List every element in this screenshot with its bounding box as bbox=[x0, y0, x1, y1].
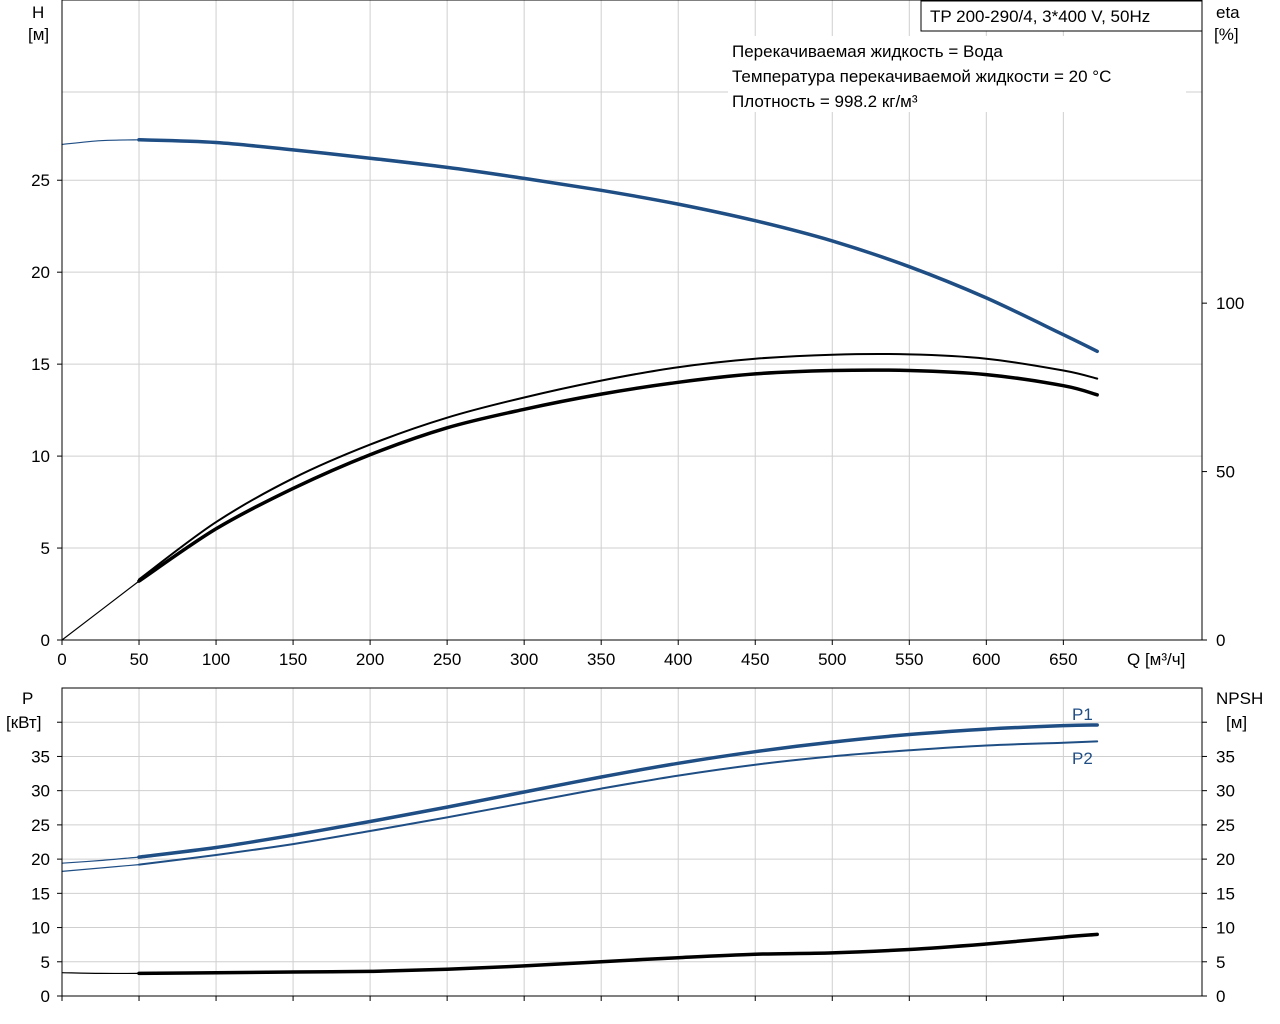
bottom-right-tick-label: 35 bbox=[1216, 747, 1235, 766]
info-liquid: Перекачиваемая жидкость = Вода bbox=[732, 42, 1003, 61]
model-box-text: TP 200-290/4, 3*400 V, 50Hz bbox=[930, 7, 1150, 26]
info-background bbox=[728, 36, 1186, 112]
top-x-tick-label: 50 bbox=[130, 650, 149, 669]
q-axis-label: Q [м³/ч] bbox=[1127, 650, 1185, 669]
top-left-tick-label: 0 bbox=[41, 631, 50, 650]
p-axis-label: P bbox=[22, 689, 33, 708]
eta-axis-label: eta bbox=[1216, 3, 1240, 22]
top-x-tick-label: 100 bbox=[202, 650, 230, 669]
top-x-tick-label: 250 bbox=[433, 650, 461, 669]
h-axis-unit: [м] bbox=[28, 25, 49, 44]
top-x-tick-label: 550 bbox=[895, 650, 923, 669]
top-chart-series bbox=[61, 138, 1099, 641]
info-temperature: Температура перекачиваемой жидкости = 20… bbox=[732, 67, 1111, 86]
top-right-tick-label: 50 bbox=[1216, 463, 1235, 482]
bottom-series-line-5 bbox=[61, 972, 140, 975]
top-chart-frame bbox=[61, 0, 1203, 641]
bottom-series-line-2 bbox=[138, 740, 1099, 866]
h-axis-label: H bbox=[32, 3, 44, 22]
bottom-left-tick-label: 15 bbox=[31, 884, 50, 903]
bottom-left-tick-label: 20 bbox=[31, 850, 50, 869]
top-x-tick-label: 300 bbox=[510, 650, 538, 669]
bottom-left-tick-label: 25 bbox=[31, 816, 50, 835]
bottom-right-tick-label: 0 bbox=[1216, 987, 1225, 1006]
top-x-tick-label: 200 bbox=[356, 650, 384, 669]
bottom-left-tick-label: 30 bbox=[31, 782, 50, 801]
info-density: Плотность = 998.2 кг/м³ bbox=[732, 92, 918, 111]
bottom-left-tick-label: 35 bbox=[31, 747, 50, 766]
top-series-line-0 bbox=[137, 138, 1099, 354]
bottom-right-tick-label: 5 bbox=[1216, 953, 1225, 972]
bottom-right-tick-label: 10 bbox=[1216, 919, 1235, 938]
top-left-tick-label: 10 bbox=[31, 447, 50, 466]
top-x-tick-label: 150 bbox=[279, 650, 307, 669]
top-x-tick-label: 600 bbox=[972, 650, 1000, 669]
bottom-right-tick-label: 20 bbox=[1216, 850, 1235, 869]
model-box bbox=[920, 0, 1203, 32]
bottom-left-tick-label: 10 bbox=[31, 919, 50, 938]
bottom-chart-series bbox=[61, 723, 1099, 976]
top-series-line-4 bbox=[61, 580, 140, 641]
top-x-tick-label: 450 bbox=[741, 650, 769, 669]
npsh-axis-label: NPSH bbox=[1216, 689, 1263, 708]
top-series-line-3 bbox=[137, 368, 1099, 583]
top-x-tick-label: 350 bbox=[587, 650, 615, 669]
bottom-chart-frame bbox=[61, 687, 1203, 997]
bottom-series-line-3 bbox=[61, 864, 140, 872]
top-left-tick-label: 20 bbox=[31, 263, 50, 282]
bottom-chart-ticks: 0 5 10 15 20 25 30 35 0 5 10 15 20 25 30 35 bbox=[31, 721, 1235, 1006]
eta-axis-unit: [%] bbox=[1214, 25, 1239, 44]
p1-series-label: P1 bbox=[1072, 705, 1093, 724]
top-x-tick-label: 650 bbox=[1049, 650, 1077, 669]
bottom-left-tick-label: 5 bbox=[41, 953, 50, 972]
top-left-tick-label: 15 bbox=[31, 355, 50, 374]
top-x-tick-label: 400 bbox=[664, 650, 692, 669]
bottom-right-tick-label: 15 bbox=[1216, 884, 1235, 903]
top-left-tick-label: 25 bbox=[31, 171, 50, 190]
bottom-series-line-4 bbox=[137, 932, 1099, 976]
p-axis-unit: [кВт] bbox=[6, 713, 41, 732]
bottom-chart-grid bbox=[62, 688, 1202, 996]
top-right-tick-label: 100 bbox=[1216, 294, 1244, 313]
top-x-tick-label: 0 bbox=[57, 650, 66, 669]
bottom-right-tick-label: 30 bbox=[1216, 782, 1235, 801]
top-series-line-1 bbox=[61, 139, 140, 145]
bottom-left-tick-label: 0 bbox=[41, 987, 50, 1006]
npsh-axis-unit: [м] bbox=[1226, 713, 1247, 732]
top-right-tick-label: 0 bbox=[1216, 631, 1225, 650]
top-series-line-2 bbox=[138, 353, 1099, 581]
p2-series-label: P2 bbox=[1072, 749, 1093, 768]
top-left-tick-label: 5 bbox=[41, 539, 50, 558]
top-x-tick-label: 500 bbox=[818, 650, 846, 669]
bottom-right-tick-label: 25 bbox=[1216, 816, 1235, 835]
bottom-series-line-1 bbox=[61, 856, 140, 864]
bottom-series-line-0 bbox=[137, 723, 1099, 859]
